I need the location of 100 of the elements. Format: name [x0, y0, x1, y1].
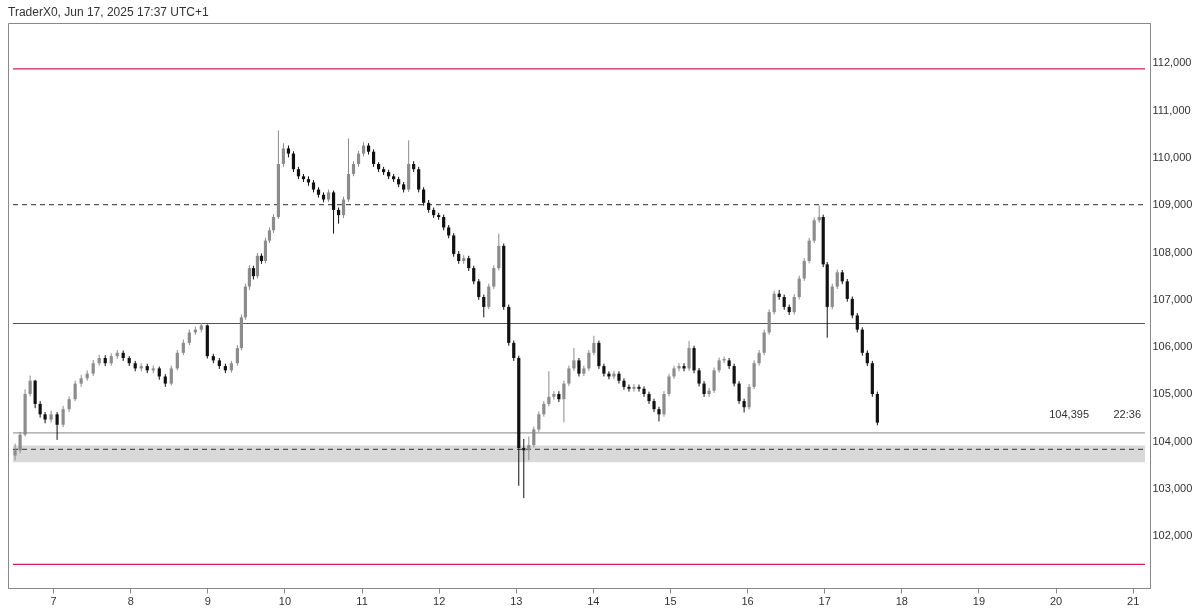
candlestick: [802, 257, 806, 282]
candlestick: [752, 359, 756, 390]
candlestick: [331, 190, 336, 235]
candlestick: [33, 379, 37, 409]
candlestick: [742, 398, 746, 413]
candlestick: [61, 405, 65, 428]
candlestick: [642, 385, 646, 398]
candlestick: [617, 370, 621, 385]
candlestick: [281, 142, 286, 168]
candlestick: [55, 411, 59, 441]
y-tick-label: 112,000: [1152, 56, 1192, 69]
chart-title: TraderX0, Jun 17, 2025 17:37 UTC+1: [8, 5, 209, 19]
candlestick: [537, 411, 541, 433]
candlestick: [235, 344, 239, 367]
candlestick: [18, 431, 22, 454]
candlestick: [692, 345, 696, 374]
candlestick: [797, 275, 801, 300]
y-tick-label: 107,000: [1152, 292, 1193, 305]
x-tick-label: 11: [356, 594, 368, 607]
candlestick: [271, 213, 276, 234]
candlestick: [587, 349, 591, 372]
candlestick: [477, 278, 481, 301]
candlestick: [73, 380, 77, 402]
candlestick: [341, 196, 346, 219]
candlestick: [175, 349, 179, 371]
x-tick-label: 10: [278, 594, 292, 607]
y-tick-label: 103,000: [1152, 482, 1193, 495]
x-tick-label: 12: [433, 594, 446, 607]
candlestick: [597, 340, 601, 370]
candlestick: [567, 365, 571, 387]
candlestick: [572, 347, 576, 372]
candlestick: [662, 390, 666, 418]
candlestick: [422, 186, 426, 207]
candlestick: [845, 278, 849, 303]
x-tick-label: 14: [587, 594, 600, 607]
candlestick: [622, 377, 626, 391]
x-tick-label: 17: [818, 594, 831, 607]
y-tick-label: 111,000: [1152, 103, 1191, 116]
candlestick: [737, 380, 741, 405]
candlestick: [43, 411, 47, 424]
annotation: 104,395: [1049, 407, 1089, 420]
candlestick: [497, 233, 501, 271]
x-tick-label: 9: [204, 594, 211, 607]
candlestick: [13, 443, 17, 461]
x-tick-label: 15: [664, 594, 677, 607]
candlestick: [417, 166, 421, 193]
candlestick: [547, 370, 551, 407]
annotation: 22:36: [1113, 407, 1141, 420]
candlestick: [28, 375, 32, 397]
candlestick: [860, 326, 864, 357]
candlestick: [712, 366, 716, 394]
candlestick: [632, 383, 636, 393]
candlestick: [697, 367, 701, 387]
y-tick-label: 110,000: [1152, 150, 1192, 163]
y-tick-label: 109,000: [1152, 198, 1193, 211]
x-tick-label: 7: [50, 594, 57, 607]
candlestick: [667, 373, 671, 397]
candlestick: [855, 312, 859, 333]
x-tick-label: 13: [510, 594, 523, 607]
candlestick: [637, 384, 641, 393]
x-tick-label: 16: [741, 594, 754, 607]
x-tick-label: 21: [1127, 594, 1140, 607]
y-tick-label: 106,000: [1152, 340, 1193, 353]
candlestick: [677, 362, 681, 372]
candlestick: [830, 283, 834, 310]
candlestick: [482, 294, 486, 318]
candlestick: [807, 237, 811, 264]
candlestick: [472, 265, 476, 285]
candlestick: [532, 426, 536, 448]
candlestick: [291, 150, 296, 173]
candlestick: [772, 290, 776, 315]
candlestick: [487, 283, 491, 310]
candlestick: [512, 340, 516, 362]
candlestick: [492, 264, 496, 290]
candlestick: [850, 296, 854, 319]
candlestick: [592, 335, 596, 356]
x-tick-label: 19: [972, 594, 986, 607]
candlestick: [732, 363, 736, 387]
candlestick: [169, 365, 173, 386]
candlestick: [552, 390, 556, 401]
y-tick-label: 108,000: [1152, 245, 1193, 258]
candlestick: [727, 357, 731, 370]
candlestick: [747, 383, 751, 411]
candlestick: [687, 340, 691, 372]
candlestick: [762, 329, 766, 356]
candlestick: [835, 269, 839, 290]
candlestick: [707, 387, 711, 398]
y-tick-label: 105,000: [1152, 387, 1193, 400]
y-tick-label: 104,000: [1152, 434, 1193, 447]
candlestick: [577, 357, 581, 377]
x-tick-label: 20: [1049, 594, 1063, 607]
candlestick: [452, 232, 456, 258]
candlestick: [812, 216, 816, 244]
x-tick-label: 8: [127, 594, 134, 607]
candlestick: [767, 308, 771, 336]
y-tick-label: 102,000: [1152, 529, 1193, 542]
candlestick: [263, 237, 268, 264]
candlestick: [562, 380, 566, 423]
candlestick: [657, 406, 661, 422]
candlestick: [792, 293, 796, 315]
